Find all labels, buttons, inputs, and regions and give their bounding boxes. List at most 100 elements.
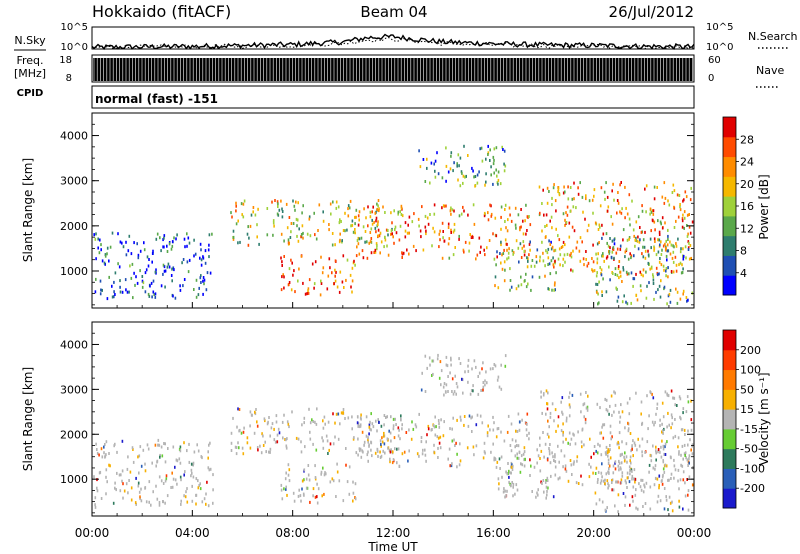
data-cell <box>680 271 683 275</box>
data-cell <box>557 187 560 191</box>
data-cell <box>313 286 315 290</box>
data-cell <box>595 252 597 256</box>
data-cell <box>629 252 631 256</box>
data-cell <box>516 430 519 433</box>
data-cell <box>266 233 269 237</box>
data-cell <box>120 473 122 477</box>
data-cell <box>486 434 489 438</box>
data-cell <box>675 269 678 273</box>
data-cell <box>278 208 281 212</box>
data-cell <box>663 507 666 511</box>
data-cell <box>122 482 124 486</box>
data-cell <box>640 273 643 277</box>
data-cell <box>381 440 384 444</box>
data-cell <box>172 266 175 270</box>
x-axis-ticks: 00:00 04:00 08:00 12:00 16:00 20:00 00:00 <box>75 302 711 540</box>
data-cell <box>677 468 680 472</box>
data-cell <box>358 425 361 429</box>
data-cell <box>438 376 441 380</box>
data-cell <box>360 417 362 421</box>
data-cell <box>370 237 373 240</box>
data-cell <box>504 203 507 207</box>
data-cell <box>316 501 319 505</box>
data-cell <box>525 203 527 207</box>
data-cell <box>426 216 429 220</box>
data-cell <box>672 183 675 187</box>
data-cell <box>307 464 310 467</box>
data-cell <box>641 437 644 441</box>
data-cell <box>418 224 420 228</box>
data-cell <box>669 455 672 459</box>
data-cell <box>601 254 603 258</box>
data-cell <box>663 201 666 205</box>
data-cell <box>288 479 291 483</box>
data-cell <box>591 268 593 272</box>
data-cell <box>612 248 615 251</box>
data-cell <box>517 412 520 416</box>
data-cell <box>113 290 115 294</box>
data-cell <box>141 279 144 283</box>
data-cell <box>608 464 611 468</box>
data-cell <box>256 223 258 227</box>
data-cell <box>322 219 325 223</box>
data-cell <box>597 470 600 474</box>
data-cell <box>642 274 644 278</box>
data-cell <box>568 395 570 399</box>
data-cell <box>366 256 369 260</box>
data-cell <box>183 473 185 477</box>
data-cell <box>592 260 595 264</box>
data-cell <box>626 486 628 489</box>
data-cell <box>631 444 633 448</box>
data-cell <box>352 491 355 495</box>
data-cell <box>442 204 445 208</box>
data-cell <box>678 194 681 197</box>
data-cell <box>427 427 430 431</box>
data-cell <box>479 147 481 151</box>
data-cell <box>142 281 145 285</box>
data-cell <box>680 463 682 467</box>
data-cell <box>557 257 560 261</box>
data-cell <box>287 238 290 242</box>
data-cell <box>650 229 652 233</box>
data-cell <box>396 447 398 451</box>
data-cell <box>690 256 692 260</box>
data-cell <box>557 477 560 481</box>
data-cell <box>609 431 612 435</box>
data-cell <box>638 482 640 486</box>
data-cell <box>272 233 274 237</box>
data-cell <box>363 440 366 444</box>
data-cell <box>186 260 189 264</box>
data-cell <box>354 482 357 486</box>
data-cell <box>684 454 686 457</box>
data-cell <box>243 426 245 430</box>
data-cell <box>321 436 323 440</box>
data-cell <box>378 420 380 424</box>
data-cell <box>617 440 619 444</box>
data-cell <box>137 484 140 488</box>
data-cell <box>672 260 675 264</box>
data-cell <box>564 218 566 222</box>
data-cell <box>655 458 657 462</box>
data-cell <box>685 410 688 414</box>
data-cell <box>685 456 687 460</box>
data-cell <box>232 235 235 239</box>
data-cell <box>647 249 649 253</box>
data-cell <box>471 166 473 170</box>
data-cell <box>530 264 533 268</box>
data-cell <box>655 290 657 294</box>
data-cell <box>474 184 476 188</box>
data-cell <box>266 422 269 426</box>
data-cell <box>383 423 385 427</box>
data-cell <box>673 226 676 229</box>
data-cell <box>456 162 458 166</box>
colorbar-tick-label: 8 <box>740 245 747 258</box>
colorbar-step <box>723 330 736 351</box>
data-cell <box>186 232 188 236</box>
data-cell <box>430 161 433 165</box>
data-cell <box>116 450 118 454</box>
data-cell <box>637 215 640 219</box>
data-cell <box>286 437 288 441</box>
data-cell <box>543 213 545 217</box>
data-cell <box>672 270 675 274</box>
data-cell <box>283 275 285 279</box>
